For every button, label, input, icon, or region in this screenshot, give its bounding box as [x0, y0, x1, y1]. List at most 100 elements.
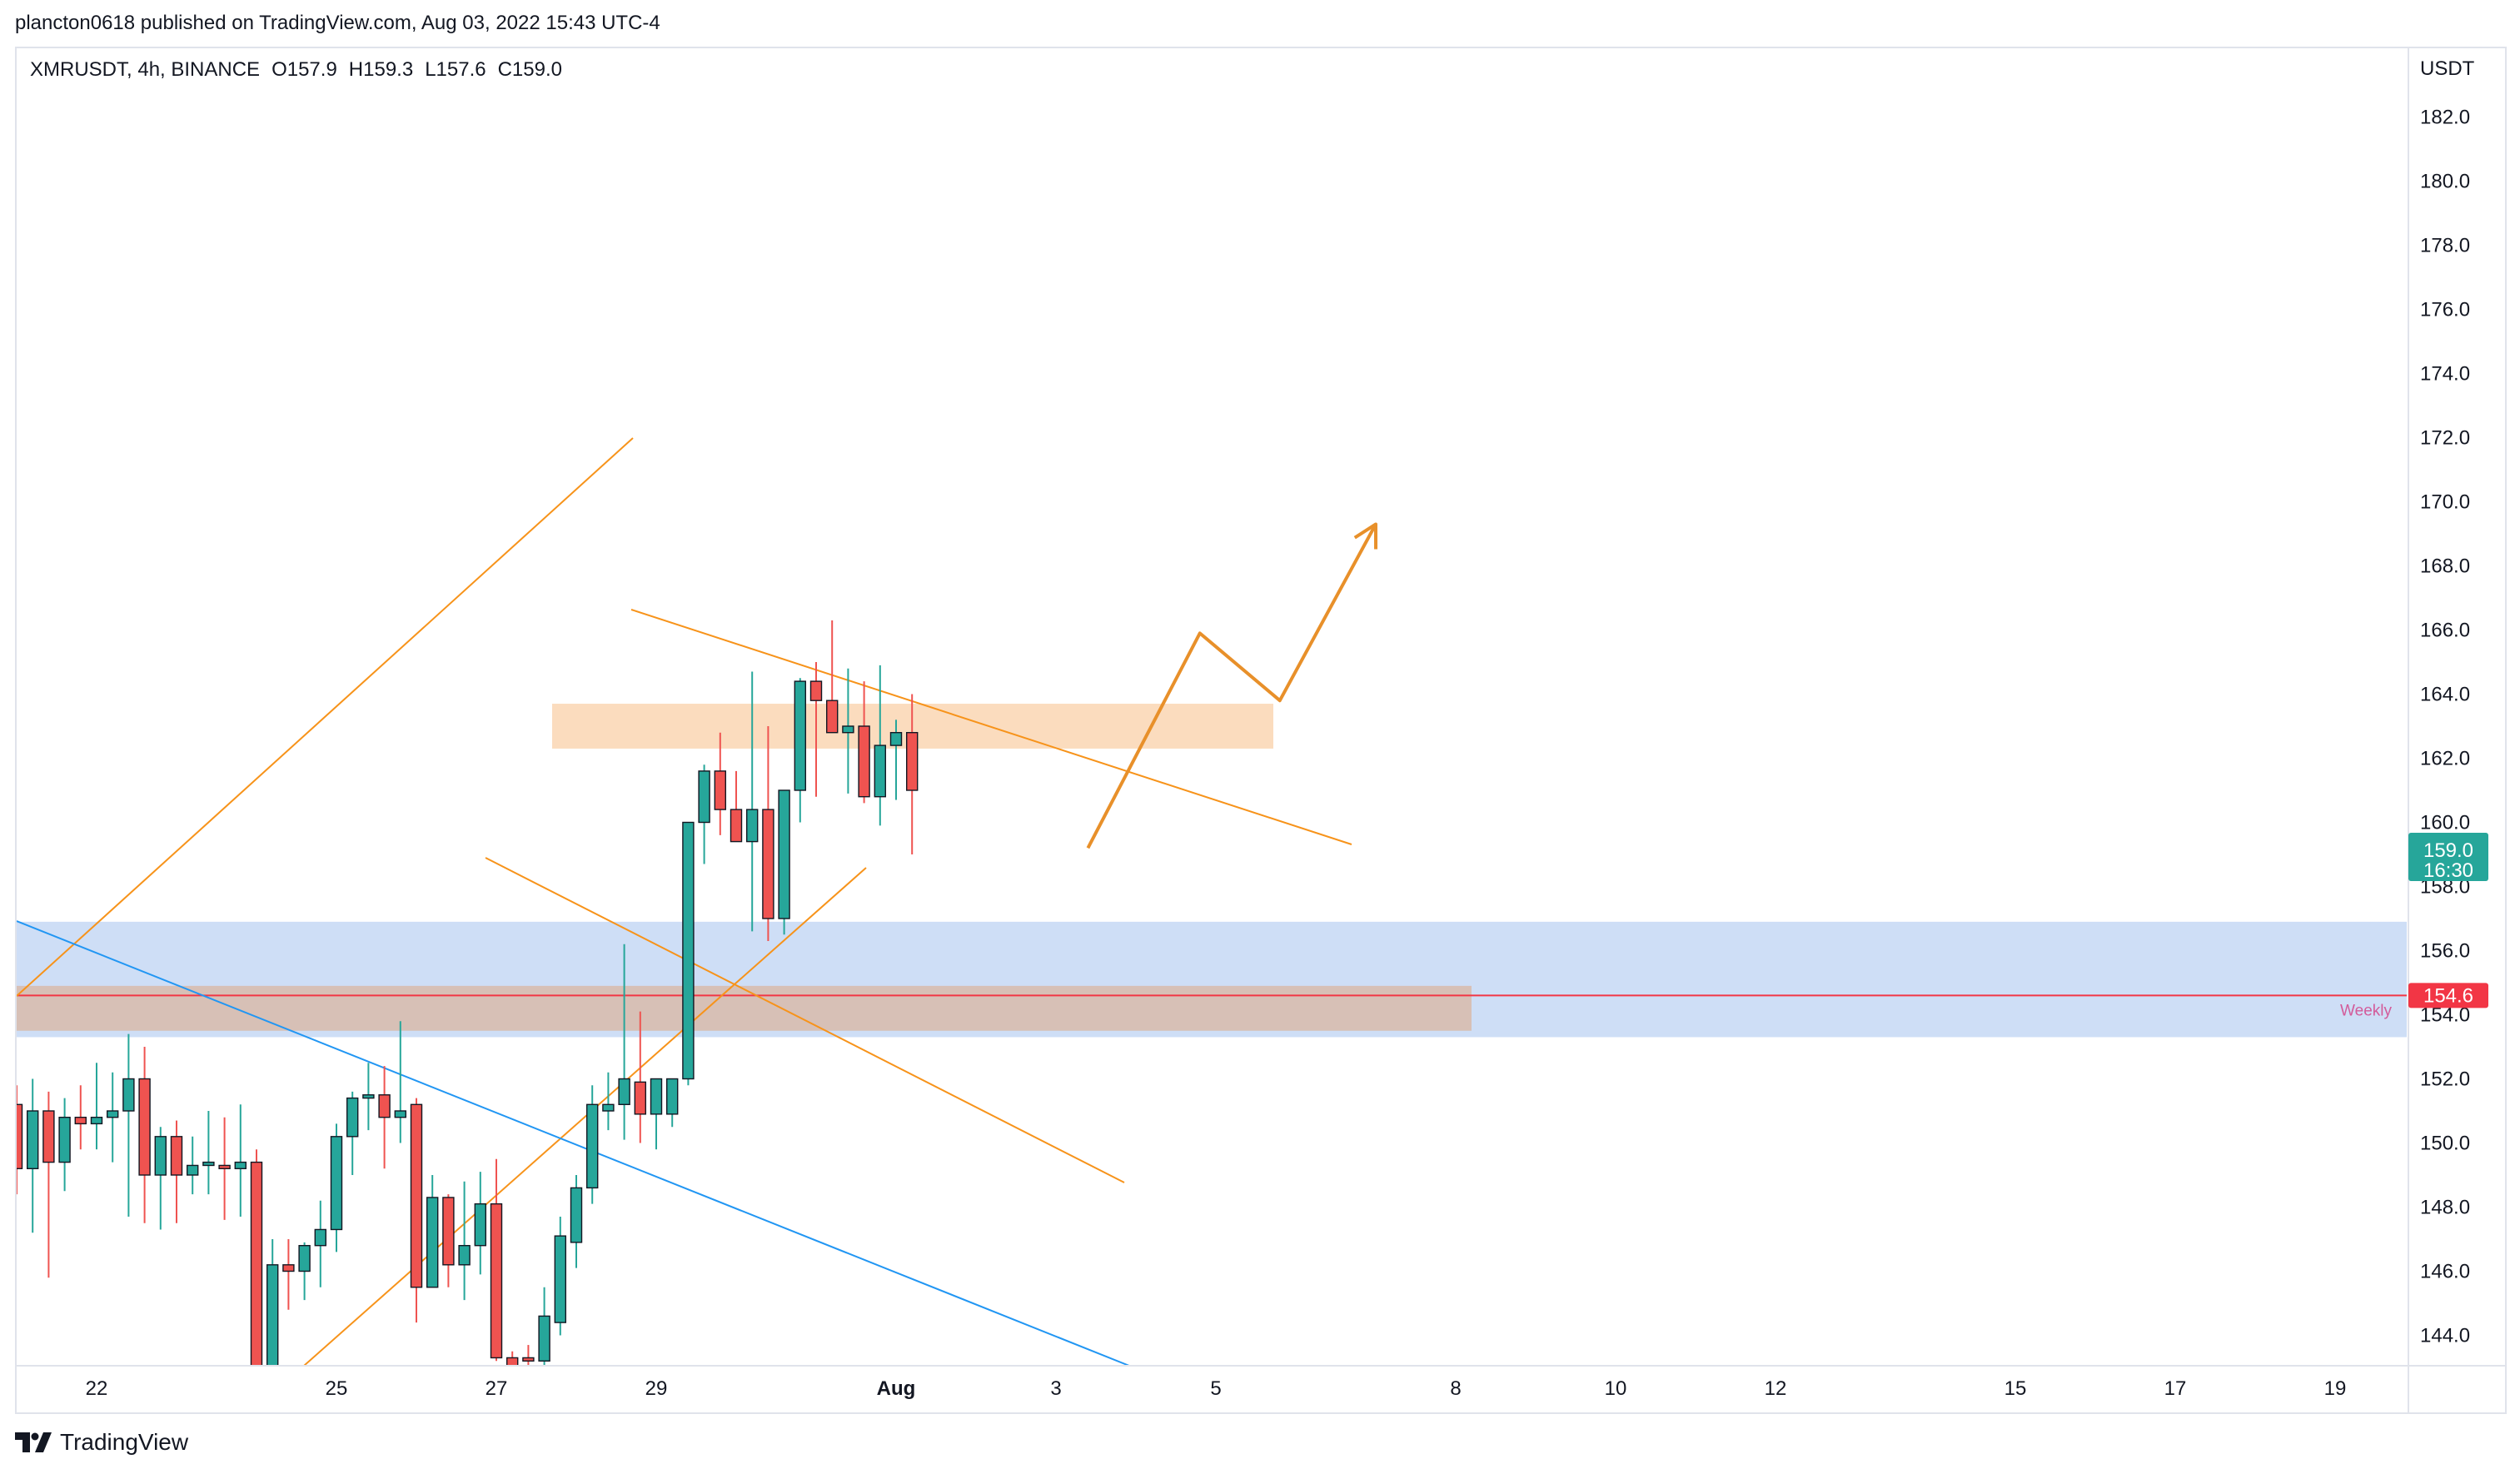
candle-body [682, 821, 695, 1080]
candle-body [362, 1094, 375, 1099]
candle-body [378, 1094, 391, 1118]
candle-body [586, 1103, 599, 1189]
last-price-countdown: 16:30 [2423, 859, 2473, 882]
candle-body [74, 1116, 87, 1125]
y-tick-label: 168.0 [2420, 555, 2470, 578]
candle-body [842, 725, 854, 734]
candle-body [346, 1097, 359, 1138]
candle-body [314, 1228, 326, 1247]
x-tick-label: 8 [1450, 1377, 1461, 1400]
tradingview-logo-icon [15, 1432, 52, 1452]
candle-body [90, 1116, 103, 1125]
projection-arrowhead [1353, 522, 1378, 550]
candle-body [298, 1244, 311, 1272]
weekly-label: Weekly [2340, 1002, 2392, 1019]
chart-frame[interactable] [15, 47, 2507, 1414]
candle-body [218, 1164, 231, 1169]
candle-body [17, 1103, 23, 1170]
x-tick-label: 15 [2005, 1377, 2027, 1400]
y-tick-label: 170.0 [2420, 491, 2470, 514]
legend-high: H159.3 [348, 58, 414, 81]
x-tick-label: 22 [86, 1377, 108, 1400]
candle-body [666, 1078, 679, 1115]
candle-body [426, 1197, 439, 1288]
y-tick-label: 148.0 [2420, 1197, 2470, 1219]
x-tick-label: 12 [1765, 1377, 1787, 1400]
weekly-price-tag [2408, 983, 2488, 1008]
ohlc-legend: XMRUSDT, 4h, BINANCE O157.9 H159.3 L157.6 C1… [30, 58, 574, 82]
candle-body [58, 1116, 71, 1163]
candle-body [634, 1081, 646, 1115]
candle-body [778, 789, 790, 919]
plot-area: Weekly [17, 437, 2407, 1366]
y-tick-label: 176.0 [2420, 299, 2470, 321]
candle-body [394, 1110, 406, 1118]
y-tick-label: 146.0 [2420, 1261, 2470, 1283]
candle-body [522, 1357, 535, 1362]
legend-symbol: XMRUSDT, 4h, BINANCE [30, 58, 261, 81]
weekly-price-value: 154.6 [2423, 984, 2473, 1007]
falling-wedge-bottom-line [485, 857, 1125, 1183]
candle-body [794, 680, 806, 791]
candle-body [746, 809, 759, 843]
x-tick-label: 29 [645, 1377, 668, 1400]
candle-body [170, 1136, 183, 1176]
candle-body [27, 1110, 39, 1170]
y-tick-label: 166.0 [2420, 620, 2470, 642]
candle-body [762, 809, 774, 919]
last-price-value: 159.0 [2423, 839, 2473, 862]
footer-brand-label: TradingView [60, 1429, 189, 1455]
candle-body [442, 1197, 455, 1266]
y-tick-label: 156.0 [2420, 940, 2470, 963]
candle-body [138, 1078, 151, 1176]
candle-body [570, 1187, 583, 1243]
candle-body [410, 1103, 423, 1288]
candle-body [506, 1357, 519, 1366]
candle-body [202, 1161, 215, 1167]
candle-body [858, 725, 870, 798]
candle-body [490, 1203, 503, 1359]
x-tick-label: 25 [326, 1377, 348, 1400]
falling-wedge-top-line [630, 609, 1352, 845]
candle-body [186, 1164, 199, 1176]
projection-path [1086, 523, 1377, 849]
candle-body [618, 1078, 630, 1105]
candle-body [538, 1315, 550, 1362]
y-tick-label: 172.0 [2420, 427, 2470, 450]
y-tick-label: 144.0 [2420, 1325, 2470, 1347]
x-tick-label: 5 [1210, 1377, 1221, 1400]
candle-body [730, 809, 743, 843]
footer-brand[interactable]: TradingView [15, 1429, 188, 1456]
candle-body [698, 770, 710, 824]
legend-close: C159.0 [497, 58, 562, 81]
candle-body [330, 1136, 343, 1231]
candle-body [602, 1103, 615, 1112]
candle-body [826, 700, 839, 734]
x-tick-label: 27 [486, 1377, 508, 1400]
y-tick-label: 150.0 [2420, 1133, 2470, 1155]
channel-lower-line [303, 867, 867, 1366]
x-tick-label: Aug [877, 1377, 916, 1400]
brown-support-zone [17, 985, 1472, 1031]
x-tick-label: 3 [1050, 1377, 1061, 1400]
candle-body [874, 744, 887, 798]
candle-body [650, 1078, 663, 1115]
y-tick-label: 164.0 [2420, 684, 2470, 706]
legend-low: L157.6 [425, 58, 486, 81]
candle-body [154, 1136, 167, 1176]
candle-body [458, 1244, 471, 1266]
legend-open: O157.9 [271, 58, 337, 81]
candle-body [554, 1235, 566, 1323]
y-tick-label: 182.0 [2420, 107, 2470, 129]
last-price-tag [2408, 833, 2488, 881]
candle-body [714, 770, 726, 810]
candle-body [809, 680, 823, 701]
x-tick-label: 19 [2324, 1377, 2347, 1400]
candle-body [282, 1264, 295, 1272]
channel-upper-line [17, 437, 634, 997]
candle-body [234, 1161, 247, 1169]
x-tick-label: 10 [1605, 1377, 1627, 1400]
currency-label: USDT [2420, 57, 2475, 80]
y-tick-label: 174.0 [2420, 363, 2470, 386]
